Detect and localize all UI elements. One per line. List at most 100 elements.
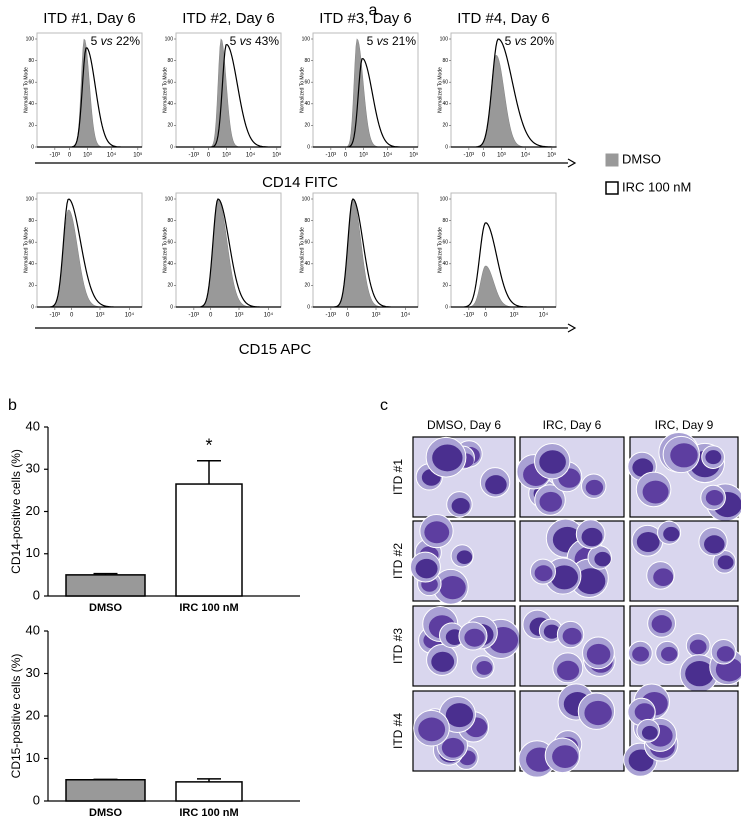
- y-tick-label: 60: [167, 80, 173, 86]
- y-tick-label: 60: [304, 240, 310, 246]
- y-axis-label: CD15-positive cells (%): [9, 654, 23, 779]
- legend-swatch: [605, 181, 619, 195]
- y-tick-label: 60: [28, 240, 34, 246]
- row-label: ITD #3: [391, 628, 405, 664]
- nucleus: [717, 555, 734, 570]
- y-tick-label: 80: [304, 58, 310, 64]
- y-tick-label: 20: [28, 123, 34, 129]
- y-tick-label: 100: [165, 36, 174, 42]
- y-tick-label: 80: [304, 218, 310, 224]
- panel-label: c: [380, 397, 388, 414]
- nucleus: [594, 551, 611, 567]
- nucleus: [585, 479, 604, 496]
- nucleus: [550, 565, 579, 590]
- nucleus: [562, 627, 582, 645]
- y-tick-label: 80: [442, 218, 448, 224]
- y-tick-label: 20: [167, 283, 173, 289]
- annotation-part: vs: [101, 34, 116, 48]
- y-tick-label: 40: [26, 418, 40, 433]
- x-tick-label: IRC 100 nM: [179, 602, 238, 614]
- x-tick-label: -10³: [50, 313, 61, 319]
- y-axis-label: Normalized To Mode: [299, 227, 305, 273]
- nucleus: [632, 646, 650, 662]
- histogram-irc: [37, 198, 142, 308]
- x-tick-label: 10⁴: [125, 312, 135, 319]
- y-tick-label: 40: [28, 101, 34, 107]
- x-tick-label: -10³: [326, 313, 337, 319]
- annotation-part: 5: [230, 34, 240, 48]
- x-tick-label: -10³: [464, 313, 475, 319]
- plot-title: ITD #1, Day 6: [43, 10, 136, 27]
- annotation-part: 5: [505, 34, 515, 48]
- axis-label: CD15 APC: [239, 341, 312, 358]
- x-tick-label: DMSO: [89, 807, 122, 818]
- x-tick-label: 0: [207, 153, 211, 159]
- nucleus: [539, 450, 566, 474]
- y-tick-label: 40: [167, 261, 173, 267]
- y-tick-label: 0: [445, 144, 448, 150]
- y-tick-label: 30: [26, 665, 40, 680]
- nucleus: [685, 661, 714, 687]
- bar: [65, 779, 146, 802]
- y-tick-label: 30: [26, 461, 40, 476]
- y-tick-label: 60: [442, 240, 448, 246]
- y-axis-label: Normalized To Mode: [437, 227, 443, 273]
- y-tick-label: 80: [28, 218, 34, 224]
- plot-frame: [450, 192, 557, 308]
- nucleus: [418, 717, 446, 742]
- nucleus: [456, 550, 473, 565]
- y-tick-label: 0: [307, 144, 310, 150]
- x-tick-label: 10⁵: [272, 152, 282, 159]
- nucleus: [439, 576, 466, 600]
- histogram-irc: [451, 222, 556, 308]
- y-tick-label: 0: [31, 304, 34, 310]
- annotation: 5 vs 21%: [367, 34, 417, 48]
- y-tick-label: 100: [440, 196, 449, 202]
- x-tick-label: 10⁴: [401, 312, 411, 319]
- y-tick-label: 20: [442, 283, 448, 289]
- plot-title: ITD #2, Day 6: [182, 10, 275, 27]
- x-tick-label: 10³: [510, 313, 519, 319]
- nucleus: [704, 535, 725, 554]
- nucleus: [716, 646, 735, 662]
- arrow-head: [567, 158, 577, 168]
- y-tick-label: 60: [28, 80, 34, 86]
- annotation-part: 5: [367, 34, 377, 48]
- y-axis-label: CD14-positive cells (%): [9, 449, 23, 574]
- nucleus: [431, 651, 455, 672]
- nucleus: [543, 624, 560, 639]
- bar: [65, 574, 146, 597]
- y-tick-label: 20: [304, 283, 310, 289]
- y-tick-label: 20: [304, 123, 310, 129]
- nucleus: [663, 526, 680, 542]
- nucleus: [584, 700, 612, 726]
- y-axis-label: Normalized To Mode: [162, 227, 168, 273]
- x-tick-label: -10³: [464, 153, 475, 159]
- legend-label: IRC 100 nM: [622, 179, 691, 194]
- y-tick-label: 20: [28, 283, 34, 289]
- annotation-part: 20%: [530, 34, 554, 48]
- y-tick-label: 40: [26, 622, 40, 637]
- nucleus: [445, 703, 474, 728]
- y-tick-label: 60: [167, 240, 173, 246]
- nucleus: [534, 565, 553, 582]
- y-tick-label: 100: [26, 36, 35, 42]
- annotation-part: vs: [515, 34, 530, 48]
- x-tick-label: 10⁵: [133, 152, 143, 159]
- nucleus: [576, 568, 606, 595]
- arrow-head: [567, 323, 577, 333]
- nucleus: [441, 737, 465, 758]
- y-tick-label: 80: [28, 58, 34, 64]
- y-tick-label: 100: [302, 196, 311, 202]
- bar: [175, 781, 243, 802]
- y-tick-label: 80: [167, 58, 173, 64]
- annotation-part: vs: [240, 34, 255, 48]
- annotation: 5 vs 43%: [230, 34, 280, 48]
- row-label: ITD #4: [391, 713, 405, 749]
- nucleus: [485, 475, 507, 495]
- annotation-part: 22%: [116, 34, 140, 48]
- y-tick-label: 0: [445, 304, 448, 310]
- y-tick-label: 10: [26, 750, 40, 765]
